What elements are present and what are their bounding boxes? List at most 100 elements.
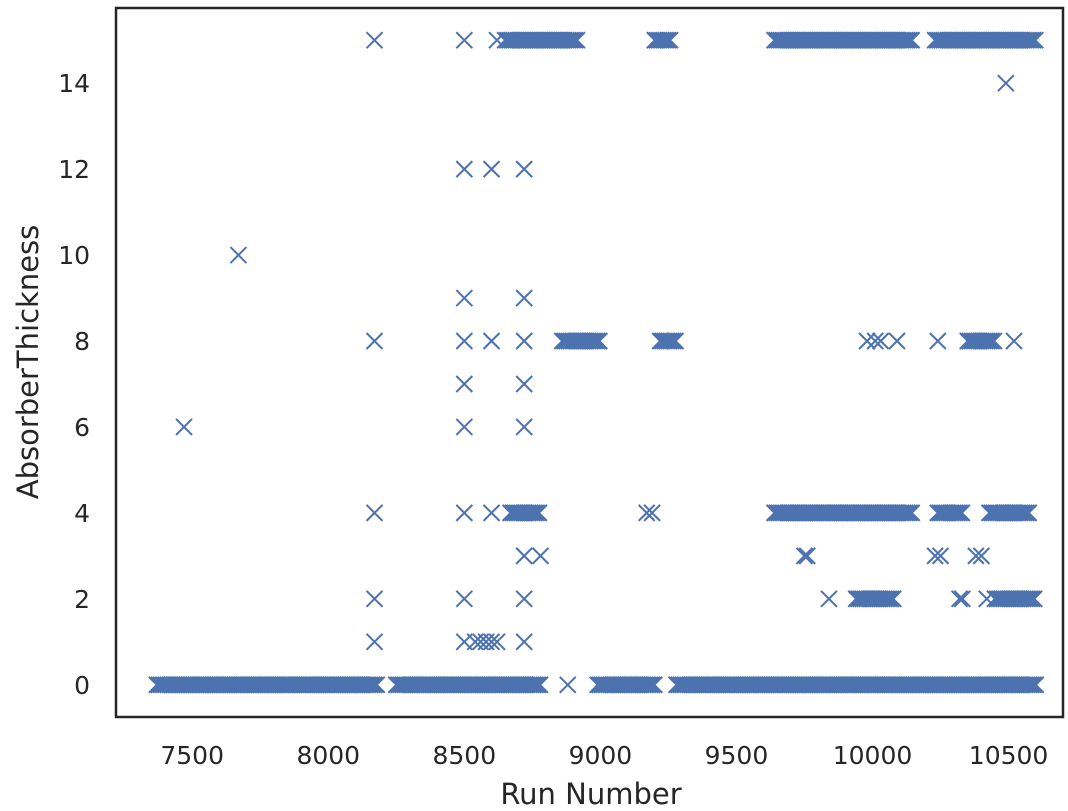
marker-stroke <box>515 633 533 651</box>
data-point <box>482 633 501 651</box>
marker-stroke <box>652 31 671 49</box>
plot-frame <box>114 6 1065 719</box>
marker-stroke <box>1021 590 1039 608</box>
marker-stroke <box>515 590 533 608</box>
marker-stroke <box>559 31 577 49</box>
data-point <box>1016 590 1035 608</box>
x-axis-title: Run Number <box>500 777 681 811</box>
data-point <box>455 375 474 393</box>
data-point <box>894 31 912 49</box>
marker-stroke <box>1016 590 1035 608</box>
marker-stroke <box>660 332 678 350</box>
data-point <box>1011 504 1029 522</box>
marker-stroke <box>664 332 683 350</box>
marker-stroke <box>568 31 586 49</box>
data-point <box>978 590 996 608</box>
marker-stroke <box>896 31 914 49</box>
data-point <box>1022 31 1040 49</box>
marker-stroke <box>798 547 816 565</box>
marker-stroke <box>586 332 604 350</box>
marker-stroke <box>1022 31 1040 49</box>
data-point <box>900 31 919 49</box>
data-point <box>978 332 997 350</box>
data-point <box>931 547 950 565</box>
marker-stroke <box>522 676 540 694</box>
marker-stroke <box>588 332 606 350</box>
data-points <box>148 31 1045 694</box>
data-point <box>175 418 193 436</box>
marker-stroke <box>953 504 971 522</box>
data-point <box>896 504 914 522</box>
data-point <box>1022 676 1041 694</box>
data-point <box>967 547 985 565</box>
data-point <box>1017 504 1036 522</box>
marker-stroke <box>566 31 584 49</box>
marker-stroke <box>531 676 549 694</box>
marker-stroke <box>982 332 1001 350</box>
data-point <box>365 633 384 651</box>
marker-stroke <box>795 547 814 565</box>
data-point <box>586 332 604 350</box>
marker-stroke <box>931 547 950 565</box>
marker-stroke <box>1027 676 1045 694</box>
data-point <box>898 504 917 522</box>
marker-stroke <box>1015 504 1034 522</box>
marker-stroke <box>641 676 659 694</box>
marker-stroke <box>643 676 661 694</box>
data-point <box>455 160 474 178</box>
data-point <box>866 332 884 350</box>
marker-stroke <box>645 676 663 694</box>
data-point <box>1021 590 1039 608</box>
marker-stroke <box>515 547 533 565</box>
data-point <box>948 504 967 522</box>
data-point <box>980 332 999 350</box>
marker-stroke <box>1018 676 1036 694</box>
data-point <box>652 31 671 49</box>
data-point <box>654 31 673 49</box>
marker-stroke <box>888 332 906 350</box>
marker-stroke <box>953 590 972 608</box>
data-point <box>590 332 609 350</box>
x-tick-label: 8500 <box>433 741 497 770</box>
marker-stroke <box>950 504 969 522</box>
data-point <box>515 633 533 651</box>
marker-stroke <box>1017 31 1036 49</box>
data-point <box>944 504 962 522</box>
marker-stroke <box>515 160 533 178</box>
data-point <box>877 590 896 608</box>
data-point <box>929 332 947 350</box>
marker-stroke <box>972 547 991 565</box>
marker-stroke <box>1022 676 1041 694</box>
marker-stroke <box>530 504 548 522</box>
data-point <box>982 332 1001 350</box>
data-point <box>521 504 539 522</box>
marker-stroke <box>359 676 377 694</box>
data-point <box>482 160 501 178</box>
x-tick-label: 9500 <box>705 741 769 770</box>
data-point <box>972 547 991 565</box>
marker-stroke <box>902 504 921 522</box>
data-point <box>1005 332 1023 350</box>
data-point <box>559 676 577 694</box>
marker-stroke <box>581 332 600 350</box>
data-point <box>455 289 474 307</box>
marker-stroke <box>666 332 685 350</box>
marker-stroke <box>929 332 947 350</box>
data-point <box>656 31 675 49</box>
marker-stroke <box>563 31 582 49</box>
marker-stroke <box>871 332 890 350</box>
data-point <box>515 289 533 307</box>
marker-stroke <box>521 504 539 522</box>
data-point <box>365 504 384 522</box>
data-point <box>455 418 474 436</box>
marker-stroke <box>658 332 676 350</box>
data-point <box>482 504 501 522</box>
marker-stroke <box>1023 590 1041 608</box>
marker-stroke <box>902 31 921 49</box>
data-point <box>561 31 580 49</box>
data-point <box>666 332 685 350</box>
marker-stroke <box>944 504 962 522</box>
marker-stroke <box>1020 31 1038 49</box>
marker-stroke <box>175 418 193 436</box>
